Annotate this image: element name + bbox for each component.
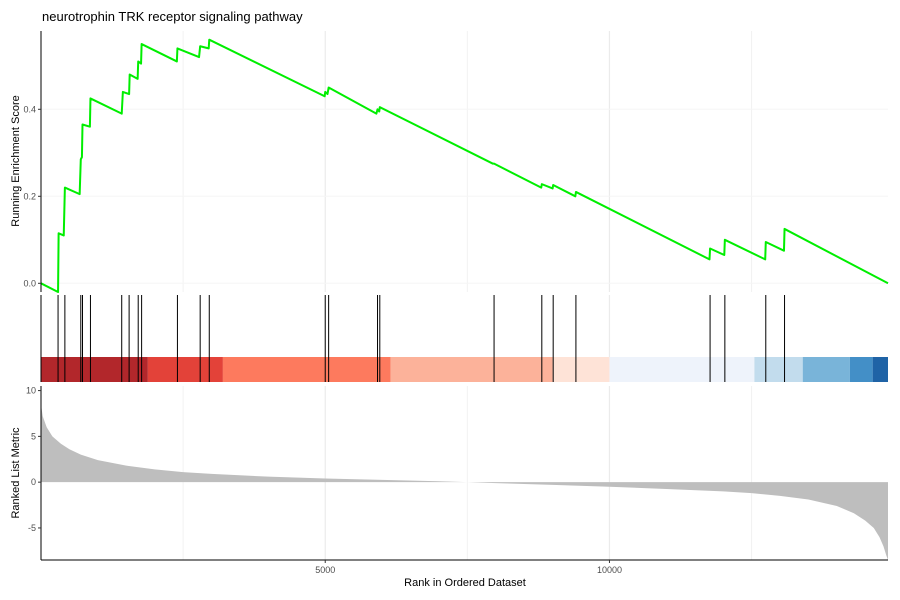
ranked-metric-area [41, 404, 888, 560]
es-y-tick-label-0: 0.0 [23, 278, 36, 288]
color-band-segment-5 [609, 357, 755, 382]
color-band-segment-3 [390, 357, 553, 382]
es-y-tick-label-1: 0.2 [23, 191, 36, 201]
x-axis-label: Rank in Ordered Dataset [404, 577, 526, 589]
axes [40, 31, 888, 561]
color-band-segment-0 [41, 357, 148, 382]
color-band-segment-2 [222, 357, 391, 382]
color-band-segment-9 [872, 357, 888, 382]
y-axis-label-enrichment: Running Enrichment Score [10, 95, 22, 226]
color-band-segment-8 [849, 357, 873, 382]
rank-y-tick-label-1: 0 [31, 477, 36, 487]
tick-labels: 0.0 0.2 0.4 -5 0 5 10 5000 10000 [23, 104, 621, 575]
rank-y-tick-label-2: 5 [31, 431, 36, 441]
color-band-segment-6 [754, 357, 803, 382]
chart-title: neurotrophin TRK receptor signaling path… [42, 9, 303, 24]
es-y-tick-label-2: 0.4 [23, 104, 36, 114]
grid-lines [41, 31, 888, 560]
color-band [41, 357, 888, 382]
x-tick-label-1: 10000 [597, 565, 622, 575]
x-tick-label-0: 5000 [315, 565, 335, 575]
enrichment-score-line [40, 38, 889, 293]
ranked-metric-fill [41, 404, 888, 560]
color-band-segment-7 [802, 357, 850, 382]
color-band-segment-4 [552, 357, 610, 382]
gene-hit-ticks [57, 295, 786, 382]
y-axis-label-ranked: Ranked List Metric [10, 427, 22, 519]
rank-y-tick-label-0: -5 [28, 523, 36, 533]
enrichment-curve [40, 38, 889, 293]
color-band-segment-1 [147, 357, 223, 382]
rank-y-tick-label-3: 10 [26, 386, 36, 396]
